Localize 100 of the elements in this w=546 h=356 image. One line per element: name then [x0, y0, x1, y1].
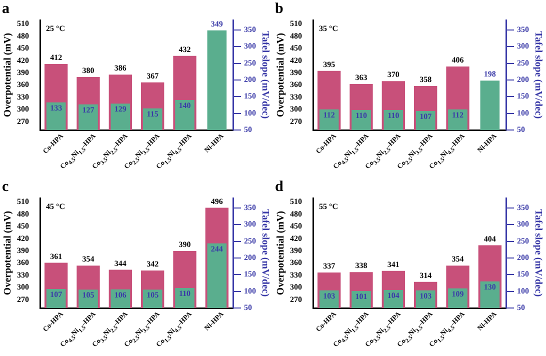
y-tick-label: 420 — [17, 234, 29, 243]
y2-tick-label: 350 — [517, 203, 529, 212]
y-tick-label: 300 — [290, 104, 302, 114]
y-tick-label: 510 — [17, 197, 29, 206]
y-tick-label: 330 — [17, 92, 29, 102]
annotation: 25 °C — [46, 24, 66, 34]
annotation: 45 °C — [46, 202, 66, 212]
data-label: 337 — [323, 262, 336, 271]
data-label: 338 — [355, 261, 368, 270]
data-label: 110 — [355, 111, 368, 120]
y-tick-label: 360 — [290, 258, 302, 268]
y2-tick-label: 300 — [244, 42, 256, 51]
y-tick-label: 330 — [290, 270, 302, 280]
y2-tick-label: 150 — [517, 92, 529, 101]
data-label: 115 — [146, 109, 158, 118]
y2-tick-label: 200 — [244, 253, 256, 262]
y2-tick-label: 50 — [244, 303, 252, 312]
data-label: 107 — [50, 290, 62, 300]
data-label: 380 — [82, 66, 94, 76]
y-tick-label: 270 — [17, 294, 29, 304]
y2-tick-label: 100 — [244, 108, 256, 118]
y-tick-label: 450 — [290, 44, 302, 53]
y2-tick-label: 200 — [244, 75, 256, 84]
y2-axis-title: Tafel slope (mV/dec) — [259, 31, 270, 119]
data-label: 101 — [355, 292, 368, 302]
data-label: 103 — [420, 291, 432, 300]
data-label: 140 — [178, 101, 191, 110]
data-label: 110 — [388, 111, 400, 120]
y-axis-title: Overpotential (mV) — [276, 32, 287, 118]
chart-title: a — [2, 0, 10, 17]
y-tick-label: 480 — [17, 31, 29, 40]
y2-tick-label: 50 — [244, 125, 252, 134]
data-label: 395 — [323, 60, 336, 69]
data-label: 344 — [114, 258, 126, 268]
y-tick-label: 360 — [290, 80, 302, 90]
data-label: 130 — [484, 282, 496, 292]
y-tick-label: 420 — [290, 56, 302, 65]
y-tick-label: 300 — [17, 104, 29, 114]
y2-axis-title: Tafel slope (mV/dec) — [259, 209, 270, 297]
y-tick-label: 510 — [17, 19, 29, 28]
y-tick-label: 480 — [17, 209, 29, 218]
chart-title: b — [275, 0, 284, 17]
y-tick-label: 360 — [17, 258, 29, 268]
y-tick-label: 450 — [290, 222, 302, 231]
y2-tick-label: 100 — [517, 108, 529, 118]
y-tick-label: 480 — [290, 31, 302, 40]
data-label: 432 — [178, 44, 191, 54]
data-label: 354 — [452, 254, 464, 264]
y-axis-title: Overpotential (mV) — [276, 210, 287, 296]
y2-tick-label: 300 — [517, 42, 529, 51]
y2-tick-label: 250 — [517, 236, 529, 246]
y2-tick-label: 250 — [244, 58, 256, 68]
chart-title: c — [2, 178, 9, 195]
annotation: 35 °C — [319, 24, 338, 34]
chart-title: d — [275, 178, 284, 195]
data-label: 404 — [484, 234, 496, 244]
y-tick-label: 300 — [290, 282, 302, 292]
data-label: 103 — [323, 291, 336, 300]
y-axis-title: Overpotential (mV) — [2, 210, 14, 296]
data-label: 496 — [210, 196, 223, 206]
data-label: 129 — [114, 104, 126, 114]
data-label: 106 — [114, 290, 126, 300]
y2-tick-label: 150 — [244, 270, 256, 279]
data-label: 363 — [355, 73, 368, 82]
data-label: 367 — [146, 71, 159, 80]
data-label: 107 — [420, 112, 432, 122]
y2-tick-label: 350 — [244, 203, 256, 212]
data-label: 349 — [210, 19, 223, 28]
y-tick-label: 300 — [17, 282, 29, 292]
data-label: 127 — [82, 105, 94, 114]
y2-axis-title: Tafel slope (mV/dec) — [532, 31, 544, 119]
data-label: 314 — [420, 270, 432, 280]
data-label: 104 — [387, 291, 400, 300]
y2-tick-label: 50 — [517, 303, 525, 312]
data-label: 133 — [50, 103, 62, 112]
y-tick-label: 420 — [290, 234, 302, 243]
y2-tick-label: 200 — [517, 253, 529, 262]
y2-tick-label: 200 — [517, 75, 529, 84]
y-tick-label: 510 — [290, 19, 302, 28]
y2-tick-label: 150 — [244, 92, 256, 101]
y-axis-title: Overpotential (mV) — [2, 32, 14, 118]
data-label: 386 — [114, 64, 126, 73]
y-tick-label: 450 — [17, 222, 29, 231]
data-label: 370 — [387, 70, 400, 80]
y-tick-label: 390 — [17, 68, 29, 78]
data-label: 406 — [452, 56, 464, 65]
y-tick-label: 390 — [17, 246, 29, 256]
y-tick-label: 330 — [17, 270, 29, 280]
y2-tick-label: 50 — [517, 125, 525, 134]
y-tick-label: 390 — [290, 246, 302, 256]
y-tick-label: 390 — [290, 68, 302, 78]
y-tick-label: 510 — [290, 197, 302, 206]
y2-tick-label: 150 — [517, 270, 529, 279]
data-label: 112 — [452, 110, 464, 120]
y-tick-label: 330 — [290, 92, 302, 102]
data-label: 109 — [452, 289, 464, 298]
y2-tick-label: 350 — [517, 25, 529, 34]
data-label: 354 — [82, 254, 94, 264]
data-label: 358 — [420, 75, 432, 84]
y2-tick-label: 100 — [517, 286, 529, 296]
